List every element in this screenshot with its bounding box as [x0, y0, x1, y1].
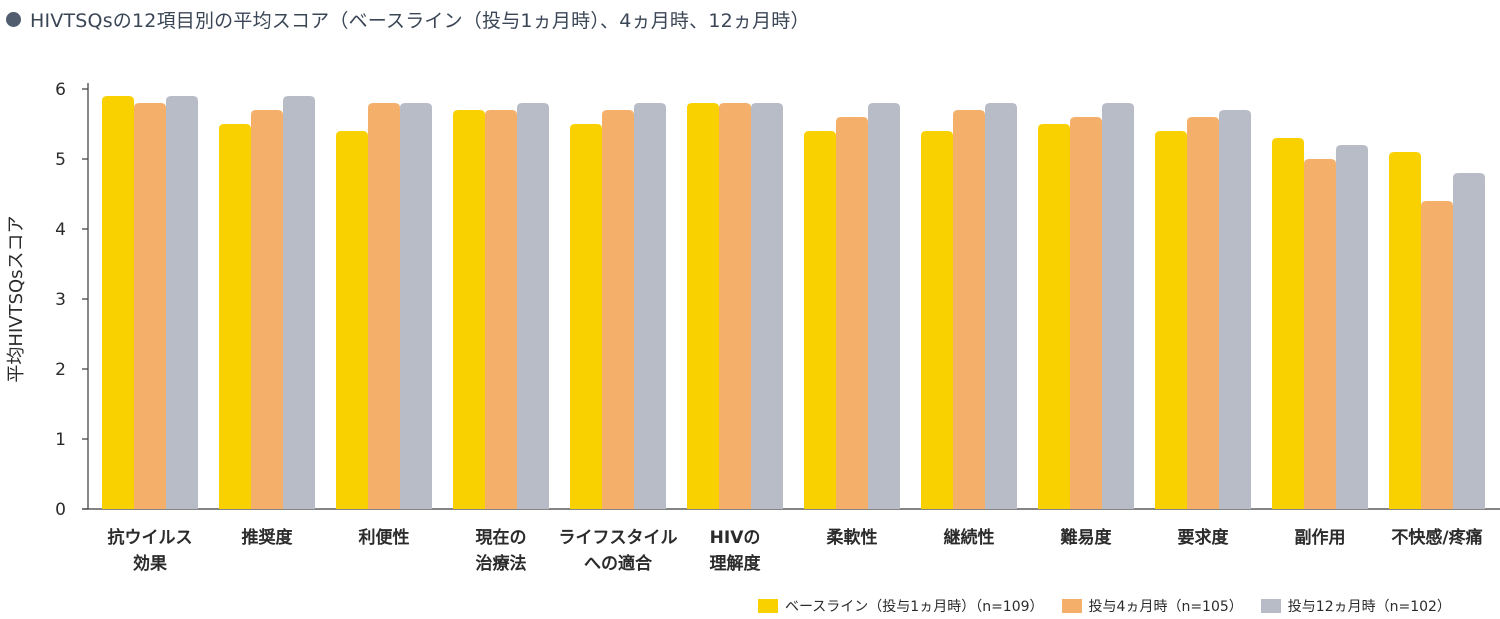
x-category-label: 抗ウイルス — [108, 527, 193, 548]
y-tick-label: 4 — [55, 220, 66, 240]
bar-month12 — [283, 96, 315, 509]
title-bullet-icon — [6, 11, 21, 27]
y-tick-label: 1 — [55, 430, 66, 450]
x-category-label: 継続性 — [944, 527, 995, 548]
bar-baseline — [570, 124, 602, 509]
bar-baseline — [804, 131, 836, 509]
x-category-label: 推奨度 — [242, 527, 294, 548]
y-tick-label: 3 — [55, 290, 66, 310]
y-tick-label: 6 — [55, 80, 66, 100]
bar-month12 — [517, 103, 549, 509]
bar-baseline — [336, 131, 368, 509]
legend-label-baseline: ベースライン（投与1ヵ月時）（n=109） — [785, 599, 1044, 615]
bar-month4 — [1187, 117, 1219, 509]
legend-label-month12: 投与12ヵ月時（n=102） — [1287, 599, 1451, 615]
bar-month12 — [400, 103, 432, 509]
y-axis-title: 平均HIVTSQsスコア — [6, 215, 27, 382]
x-category-label: 理解度 — [710, 553, 762, 574]
bar-month12 — [751, 103, 783, 509]
x-category-label: 効果 — [133, 553, 167, 574]
bar-month12 — [1102, 103, 1134, 509]
bar-month4 — [485, 110, 517, 509]
legend-item-month12: 投与12ヵ月時（n=102） — [1260, 596, 1451, 616]
bar-month12 — [1219, 110, 1251, 509]
legend-item-baseline: ベースライン（投与1ヵ月時）（n=109） — [758, 596, 1044, 616]
bar-baseline — [453, 110, 485, 509]
bar-month12 — [166, 96, 198, 509]
bar-baseline — [1272, 138, 1304, 509]
bar-month4 — [134, 103, 166, 509]
x-category-label: 難易度 — [1061, 527, 1113, 548]
bar-month12 — [1453, 173, 1485, 509]
bar-baseline — [1155, 131, 1187, 509]
bar-month4 — [719, 103, 751, 509]
x-category-label: ライフスタイル — [559, 528, 678, 548]
bar-baseline — [102, 96, 134, 509]
legend-swatch-month4 — [1061, 599, 1082, 613]
bar-month12 — [868, 103, 900, 509]
chart-legend: ベースライン（投与1ヵ月時）（n=109） 投与4ヵ月時（n=105） 投与12… — [758, 595, 1469, 617]
x-category-label: 要求度 — [1178, 527, 1230, 548]
bar-month12 — [985, 103, 1017, 509]
bar-month4 — [602, 110, 634, 509]
legend-item-month4: 投与4ヵ月時（n=105） — [1061, 596, 1243, 616]
bar-month4 — [953, 110, 985, 509]
bar-month4 — [1421, 201, 1453, 509]
chart-title: HIVTSQsの12項目別の平均スコア（ベースライン（投与1ヵ月時）、4ヵ月時、… — [30, 9, 810, 32]
x-category-label: 現在の — [476, 527, 527, 548]
x-category-label: HIVの — [710, 528, 761, 548]
legend-swatch-month12 — [1260, 599, 1281, 613]
bar-baseline — [1389, 152, 1421, 509]
bar-month4 — [251, 110, 283, 509]
bar-month4 — [1070, 117, 1102, 509]
bar-baseline — [219, 124, 251, 509]
y-tick-label: 0 — [55, 500, 66, 520]
legend-swatch-baseline — [758, 599, 778, 613]
bar-month4 — [1304, 159, 1336, 509]
x-category-label: 柔軟性 — [827, 527, 878, 548]
x-category-label: 利便性 — [359, 527, 410, 548]
x-category-label: 副作用 — [1295, 527, 1346, 548]
bar-month4 — [368, 103, 400, 509]
chart-title-row: HIVTSQsの12項目別の平均スコア（ベースライン（投与1ヵ月時）、4ヵ月時、… — [6, 4, 810, 34]
legend-label-month4: 投与4ヵ月時（n=105） — [1088, 599, 1243, 615]
bar-month12 — [1336, 145, 1368, 509]
bar-month4 — [836, 117, 868, 509]
bar-baseline — [1038, 124, 1070, 509]
bar-baseline — [687, 103, 719, 509]
bar-month12 — [634, 103, 666, 509]
x-category-label: への適合 — [584, 553, 653, 574]
y-tick-label: 5 — [55, 150, 66, 170]
bar-baseline — [921, 131, 953, 509]
x-category-label: 不快感/疼痛 — [1391, 527, 1482, 548]
x-category-label: 治療法 — [476, 553, 527, 574]
y-tick-label: 2 — [55, 360, 66, 380]
